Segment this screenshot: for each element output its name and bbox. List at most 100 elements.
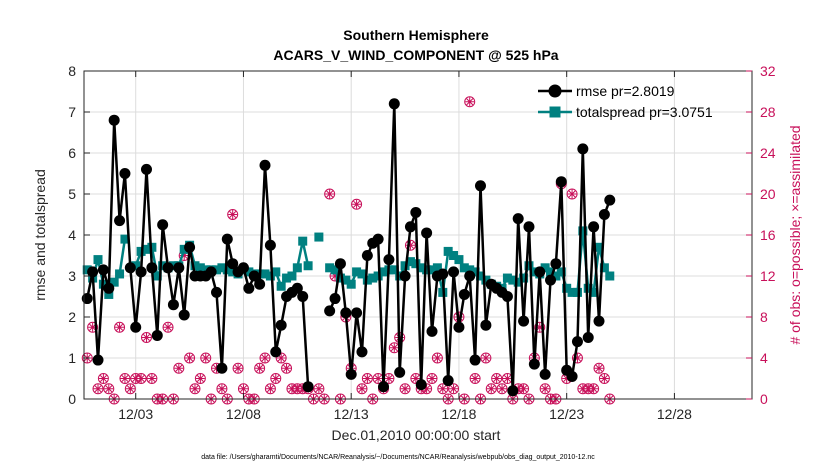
rmse-point <box>598 209 610 220</box>
spread-point <box>212 265 222 275</box>
spread-point <box>217 263 227 273</box>
obs-possible-point <box>124 383 136 395</box>
obs-assimilated-point <box>276 353 286 363</box>
obs-possible-point <box>87 321 99 333</box>
rmse-point <box>173 262 185 274</box>
spread-point <box>594 242 604 252</box>
spread-point <box>82 265 92 275</box>
rmse-point <box>507 385 519 397</box>
obs-assimilated-point <box>465 97 475 107</box>
spread-point <box>427 265 437 275</box>
obs-possible-point <box>103 383 115 395</box>
rmse-point <box>227 258 239 270</box>
obs-possible-point <box>399 383 411 395</box>
y2-tick-label: 12 <box>760 268 776 284</box>
obs-possible-point <box>184 352 196 364</box>
obs-assimilated-point <box>314 384 324 394</box>
spread-point <box>357 269 367 279</box>
y-tick-label: 8 <box>68 63 76 79</box>
ticks: 12/03 12/08 12/13 12/18 12/23 12/280123456780… <box>68 63 776 422</box>
x-tick-label: 12/18 <box>441 406 476 422</box>
rmse-point <box>243 282 255 294</box>
obs-assimilated-point <box>185 353 195 363</box>
y-tick-label: 2 <box>68 309 76 325</box>
rmse-point <box>135 266 147 278</box>
rmse-point <box>351 307 363 319</box>
spread-point <box>195 263 205 273</box>
spread-point <box>540 263 550 273</box>
grid <box>84 70 752 400</box>
spread-point <box>519 273 529 283</box>
obs-possible-point <box>275 352 287 364</box>
obs-assimilated-point <box>255 363 265 373</box>
spread-point <box>298 236 308 246</box>
y-tick-label: 4 <box>68 227 76 243</box>
rmse-point <box>421 227 433 239</box>
x-tick-label: 12/08 <box>226 406 261 422</box>
spread-point <box>222 265 232 275</box>
y2-tick-label: 4 <box>760 350 768 366</box>
obs-possible-point <box>114 321 126 333</box>
obs-assimilated-point <box>141 333 151 342</box>
obs-possible-point <box>162 321 174 333</box>
y-tick-label: 1 <box>68 350 76 366</box>
obs-assimilated-point <box>427 374 437 383</box>
obs-assimilated-point <box>115 322 125 332</box>
spread-point <box>465 265 475 275</box>
rmse-point <box>426 325 438 337</box>
spread-point <box>303 261 313 271</box>
obs-assimilated-point <box>104 384 114 394</box>
spread-point <box>449 251 459 260</box>
obs-assimilated-point <box>567 189 577 199</box>
obs-assimilated-point <box>578 384 588 394</box>
spread-point <box>120 234 130 244</box>
spread-point <box>265 271 275 281</box>
y2-tick-label: 28 <box>760 104 776 120</box>
obs-assimilated-point <box>492 374 502 383</box>
spread-point <box>109 277 119 287</box>
obs-possible-point <box>566 188 578 200</box>
obs-assimilated-point <box>540 384 550 394</box>
spread-point <box>589 287 599 297</box>
obs-possible-point <box>598 373 610 384</box>
legend-rmse-marker <box>548 84 562 98</box>
obs-assimilated-point <box>486 384 496 394</box>
rmse-point <box>474 180 486 192</box>
rmse-point <box>593 315 605 327</box>
rmse-point <box>512 213 524 225</box>
rmse-point <box>324 305 336 317</box>
rmse-point <box>501 291 513 302</box>
obs-possible-point <box>97 373 109 384</box>
obs-possible-point <box>232 362 244 374</box>
obs-assimilated-point <box>373 374 383 383</box>
obs-assimilated-point <box>470 374 480 383</box>
spread-point <box>524 261 534 271</box>
rmse-point <box>92 354 104 366</box>
y2-tick-label: 16 <box>760 227 776 243</box>
rmse-point <box>453 321 465 333</box>
rmse-point <box>604 194 616 206</box>
rmse-point <box>264 239 276 251</box>
footnote: data file: /Users/gharamti/Documents/NCA… <box>201 454 595 461</box>
obs-possible-point <box>448 383 460 395</box>
spread-point <box>459 263 469 273</box>
x-axis-label: Dec.01,2010 00:00:00 start <box>332 427 501 443</box>
y-tick-label: 7 <box>68 104 76 120</box>
spread-point <box>475 271 485 281</box>
spread-point <box>325 263 335 273</box>
rmse-point <box>151 329 163 341</box>
rmse-point <box>372 233 384 245</box>
obs-possible-point <box>146 373 158 384</box>
spread-point <box>432 263 442 273</box>
spread-point <box>152 271 162 281</box>
spread-point <box>551 271 561 281</box>
spread-point <box>292 263 302 273</box>
obs-possible-point <box>259 352 271 364</box>
spread-point <box>562 283 572 293</box>
y2-tick-label: 0 <box>760 391 768 407</box>
spread-point <box>104 289 114 299</box>
rmse-point <box>566 370 578 382</box>
obs-possible-point <box>119 373 131 384</box>
obs-assimilated-point <box>298 384 308 394</box>
obs-assimilated-point <box>599 374 609 383</box>
